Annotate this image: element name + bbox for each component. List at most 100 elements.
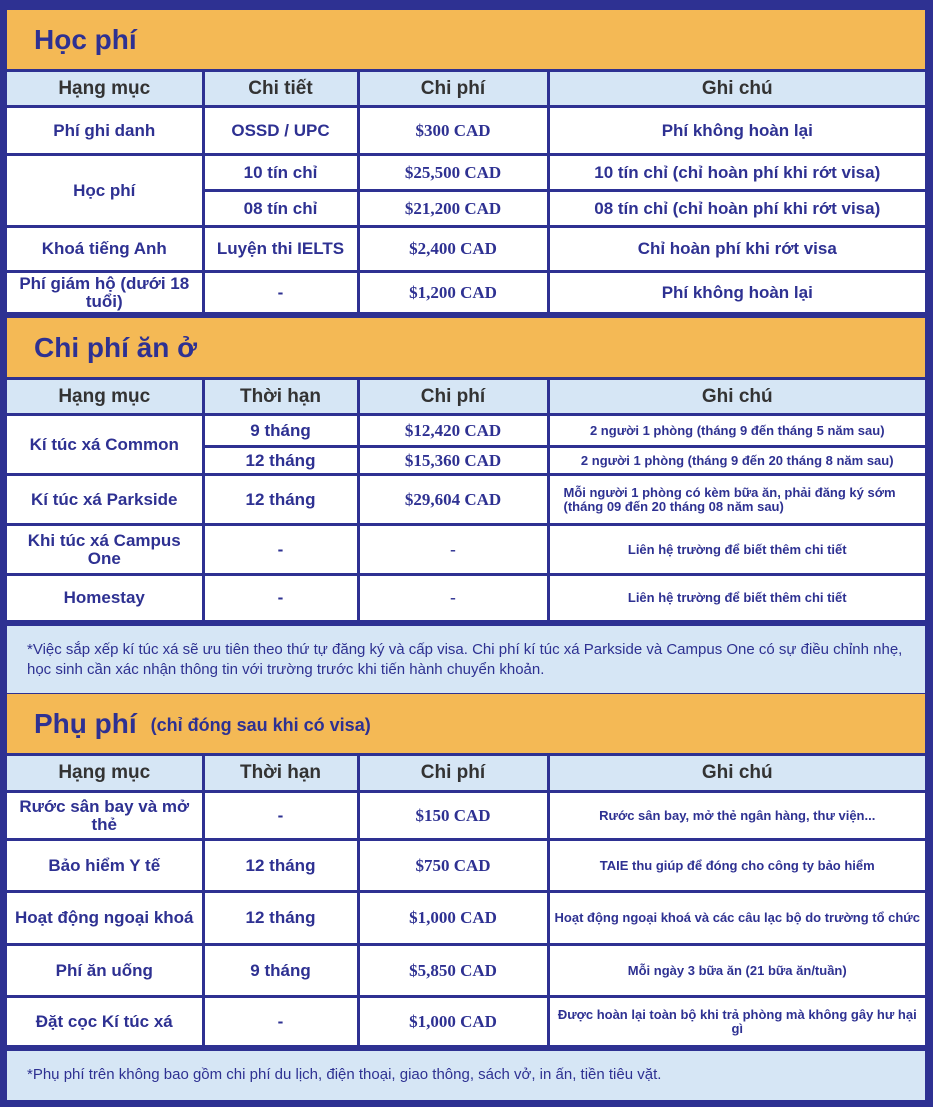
- section-accommodation: Chi phí ăn ở Hạng mục Thời hạn Chi phí Ghi c…: [7, 318, 925, 693]
- note-cell: Mỗi người 1 phòng có kèm bữa ăn, phải đă…: [546, 473, 925, 526]
- column-header: Chi phí: [356, 69, 550, 108]
- section-subtitle: (chỉ đóng sau khi có visa): [150, 715, 371, 735]
- table-row: Kí túc xá Common 9 tháng $12,420 CAD 2 ngườ…: [7, 413, 925, 476]
- item-cell: Kí túc xá Common: [7, 413, 205, 476]
- table-row: Kí túc xá Parkside 12 tháng $29,604 CAD Mỗi…: [7, 473, 925, 526]
- section-title: Chi phí ăn ở: [34, 331, 198, 363]
- cost-cell: $29,604 CAD: [356, 473, 550, 526]
- detail-cell: -: [201, 573, 360, 623]
- table-row: Học phí 10 tín chỉ $25,500 CAD 10 tín chỉ (…: [7, 153, 925, 228]
- note-cell: Rước sân bay, mở thẻ ngân hàng, thư viện…: [546, 790, 925, 841]
- fee-table: Hạng mục Thời hạn Chi phí Ghi chú Rước sân b…: [7, 753, 925, 1048]
- column-header: Hạng mục: [7, 377, 205, 416]
- footnote: *Phụ phí trên không bao gồm chi phí du l…: [7, 1048, 925, 1100]
- detail-cell: 10 tín chỉ: [201, 153, 360, 192]
- item-cell: Khoá tiếng Anh: [7, 225, 205, 273]
- note-cell: 2 người 1 phòng (tháng 9 đến tháng 5 năm…: [546, 413, 925, 448]
- item-cell: Phí giám hộ (dưới 18 tuổi): [7, 270, 205, 315]
- section-tuition: Học phí Hạng mục Chi tiết Chi phí Ghi chú Phí…: [7, 10, 925, 315]
- cost-cell: $15,360 CAD: [356, 445, 550, 476]
- table-row: Phí ghi danh OSSD / UPC $300 CAD Phí không …: [7, 105, 925, 156]
- note-cell: Chỉ hoàn phí khi rớt visa: [546, 225, 925, 273]
- column-header: Hạng mục: [7, 69, 205, 108]
- note-cell: 08 tín chỉ (chỉ hoàn phí khi rớt visa): [546, 189, 925, 228]
- detail-cell: 12 tháng: [201, 890, 360, 946]
- table-row: Rước sân bay và mở thẻ - $150 CAD Rước sân …: [7, 790, 925, 841]
- table-header-row: Hạng mục Chi tiết Chi phí Ghi chú: [7, 69, 925, 108]
- cost-cell: $1,000 CAD: [356, 890, 550, 946]
- table-row: Khoá tiếng Anh Luyện thi IELTS $2,400 CAD C…: [7, 225, 925, 273]
- item-cell: Phí ăn uống: [7, 943, 205, 998]
- note-cell: 10 tín chỉ (chỉ hoàn phí khi rớt visa): [546, 153, 925, 192]
- detail-cell: OSSD / UPC: [201, 105, 360, 156]
- column-header: Chi phí: [356, 753, 550, 793]
- detail-cell: 08 tín chỉ: [203, 189, 360, 228]
- section-title-band: Học phí: [7, 10, 925, 69]
- column-header: Ghi chú: [546, 69, 925, 108]
- column-header: Thời hạn: [201, 377, 360, 416]
- footnote: *Việc sắp xếp kí túc xá sẽ ưu tiên theo …: [7, 623, 925, 693]
- section-title: Học phí: [34, 23, 137, 55]
- column-header: Chi tiết: [201, 69, 360, 108]
- item-cell: Rước sân bay và mở thẻ: [7, 790, 205, 841]
- detail-cell: Luyện thi IELTS: [201, 225, 360, 273]
- cost-cell: $2,400 CAD: [356, 225, 550, 273]
- section-extra-fees: Phụ phí (chỉ đóng sau khi có visa) Hạng mụ…: [7, 694, 925, 1100]
- note-cell: Phí không hoàn lại: [546, 105, 925, 156]
- detail-cell: -: [201, 523, 360, 576]
- column-header: Chi phí: [356, 377, 550, 416]
- item-cell: Đặt cọc Kí túc xá: [7, 995, 205, 1048]
- cost-cell: $12,420 CAD: [356, 413, 550, 448]
- note-cell: Liên hệ trường để biết thêm chi tiết: [546, 573, 925, 623]
- column-header: Thời hạn: [201, 753, 360, 793]
- note-cell: TAIE thu giúp để đóng cho công ty bảo hi…: [546, 838, 925, 893]
- cost-cell: -: [356, 573, 550, 623]
- item-cell: Khi túc xá Campus One: [7, 523, 205, 576]
- cost-cell: $300 CAD: [356, 105, 550, 156]
- cost-cell: $750 CAD: [356, 838, 550, 893]
- detail-cell: -: [201, 995, 360, 1048]
- detail-cell: -: [201, 270, 360, 315]
- column-header: Ghi chú: [546, 753, 925, 793]
- section-title-band: Chi phí ăn ở: [7, 318, 925, 377]
- detail-cell: 12 tháng: [203, 445, 360, 476]
- cost-cell: $1,000 CAD: [356, 995, 550, 1048]
- cost-cell: $5,850 CAD: [356, 943, 550, 998]
- detail-cell: -: [201, 790, 360, 841]
- cost-cell: $150 CAD: [356, 790, 550, 841]
- item-cell: Kí túc xá Parkside: [7, 473, 205, 526]
- section-title: Phụ phí: [34, 707, 137, 739]
- table-row: Phí giám hộ (dưới 18 tuổi) - $1,200 CAD Phí…: [7, 270, 925, 315]
- note-cell: Liên hệ trường để biết thêm chi tiết: [546, 523, 925, 576]
- item-cell: Homestay: [7, 573, 205, 623]
- note-cell: Được hoàn lại toàn bộ khi trả phòng mà k…: [546, 995, 925, 1048]
- table-row: Bảo hiểm Y tế 12 tháng $750 CAD TAIE thu gi…: [7, 838, 925, 893]
- table-row: Phí ăn uống 9 tháng $5,850 CAD Mỗi ngày 3 b…: [7, 943, 925, 998]
- fee-table: Hạng mục Chi tiết Chi phí Ghi chú Phí ghi da…: [7, 69, 925, 315]
- table-row: Homestay - - Liên hệ trường để biết thêm ch…: [7, 573, 925, 623]
- note-cell: Mỗi ngày 3 bữa ăn (21 bữa ăn/tuần): [546, 943, 925, 998]
- note-cell: 2 người 1 phòng (tháng 9 đến 20 tháng 8 …: [546, 445, 925, 476]
- detail-cell: 12 tháng: [201, 838, 360, 893]
- table-row: Đặt cọc Kí túc xá - $1,000 CAD Được hoàn lạ…: [7, 995, 925, 1048]
- detail-cell: 12 tháng: [201, 473, 360, 526]
- column-header: Ghi chú: [546, 377, 925, 416]
- cost-cell: -: [356, 523, 550, 576]
- item-cell: Bảo hiểm Y tế: [7, 838, 205, 893]
- table-header-row: Hạng mục Thời hạn Chi phí Ghi chú: [7, 377, 925, 416]
- detail-cell: 9 tháng: [201, 943, 360, 998]
- item-cell: Hoạt động ngoại khoá: [7, 890, 205, 946]
- table-header-row: Hạng mục Thời hạn Chi phí Ghi chú: [7, 753, 925, 793]
- cost-cell: $1,200 CAD: [356, 270, 550, 315]
- detail-cell: 9 tháng: [201, 413, 360, 448]
- cost-cell: $21,200 CAD: [356, 189, 550, 228]
- table-row: 08 tín chỉ $21,200 CAD 08 tín chỉ (chỉ hoà…: [7, 189, 925, 228]
- section-title-band: Phụ phí (chỉ đóng sau khi có visa): [7, 694, 925, 753]
- fee-table: Hạng mục Thời hạn Chi phí Ghi chú Kí túc xá …: [7, 377, 925, 623]
- item-cell: Học phí: [7, 153, 205, 228]
- cost-cell: $25,500 CAD: [356, 153, 550, 192]
- note-cell: Hoạt động ngoại khoá và các câu lạc bộ d…: [546, 890, 925, 946]
- item-cell: Phí ghi danh: [7, 105, 205, 156]
- table-row: Khi túc xá Campus One - - Liên hệ trường để…: [7, 523, 925, 576]
- table-row: 12 tháng $15,360 CAD 2 người 1 phòng (thán…: [7, 445, 925, 476]
